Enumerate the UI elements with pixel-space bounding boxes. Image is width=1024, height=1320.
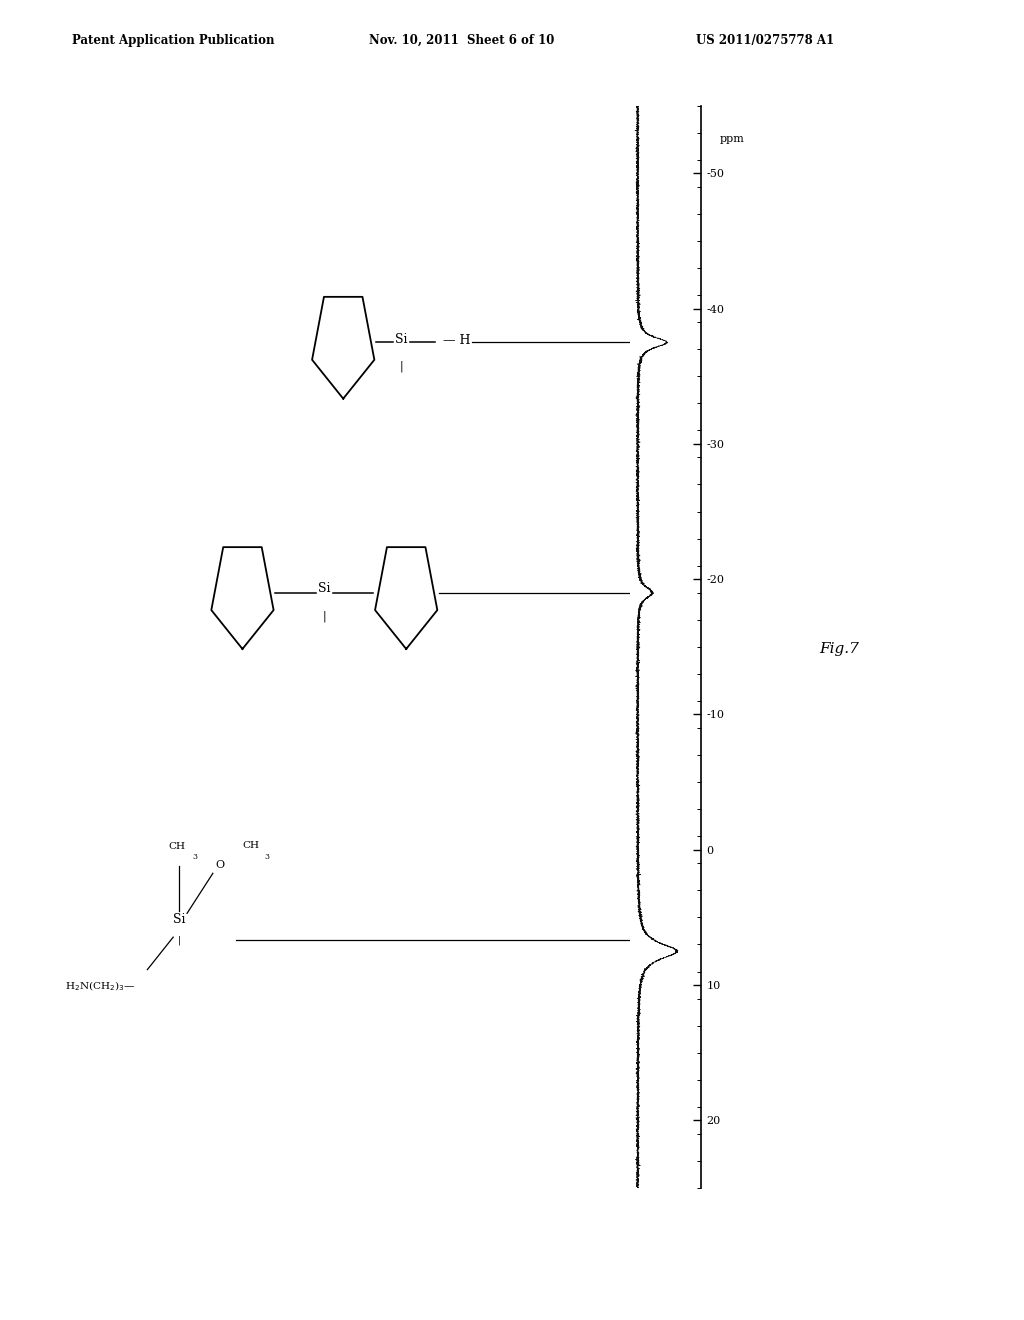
Text: Nov. 10, 2011  Sheet 6 of 10: Nov. 10, 2011 Sheet 6 of 10	[369, 33, 554, 46]
Text: US 2011/0275778 A1: US 2011/0275778 A1	[696, 33, 835, 46]
Text: 3: 3	[193, 853, 197, 861]
Text: CH: CH	[169, 842, 185, 850]
Text: Fig.7: Fig.7	[819, 643, 859, 656]
Text: |: |	[323, 611, 326, 622]
Text: — H: — H	[443, 334, 471, 347]
Text: O: O	[216, 859, 225, 870]
Text: Patent Application Publication: Patent Application Publication	[72, 33, 274, 46]
Text: 3: 3	[264, 853, 269, 861]
Text: |: |	[399, 360, 403, 372]
Text: CH: CH	[243, 841, 259, 850]
Text: Si: Si	[395, 333, 408, 346]
Text: Si: Si	[318, 582, 331, 595]
Text: |: |	[178, 936, 181, 945]
Text: H$_2$N(CH$_2$)$_3$—: H$_2$N(CH$_2$)$_3$—	[66, 979, 135, 993]
Text: Si: Si	[173, 913, 185, 927]
Text: ppm: ppm	[719, 135, 744, 144]
